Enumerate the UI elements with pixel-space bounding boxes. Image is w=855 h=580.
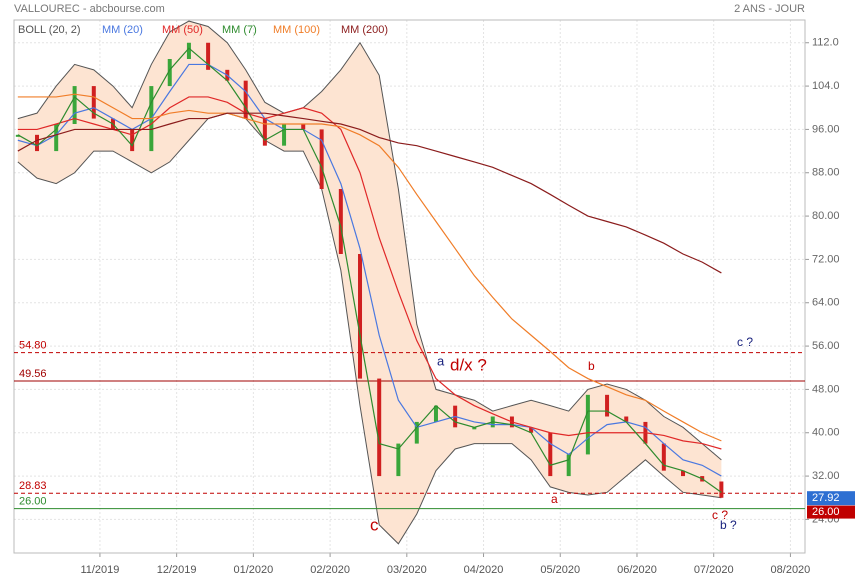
candle [414,421,419,444]
y-tick-label: 64.00 [812,297,840,309]
legend-item: MM (20) [102,24,143,36]
candle [15,134,20,137]
candle [130,129,135,152]
level-label: 49.56 [19,368,47,380]
annotation: c ? [712,508,728,522]
candle [54,124,59,152]
y-tick-label: 80.00 [812,210,840,222]
candle [206,42,211,70]
candle [72,86,77,124]
y-tick-label: 112.0 [812,37,839,49]
candle [719,481,724,498]
plot-frame [13,19,806,554]
level-label: 26.00 [19,495,47,507]
legend-item: MM (100) [273,24,320,36]
annotation: b [588,359,595,373]
candle [529,427,534,433]
y-tick-label: 56.00 [812,340,840,352]
annotation: b ? [720,518,737,532]
chart-title: VALLOUREC - abcbourse.com [14,3,165,15]
candle [319,129,324,189]
y-tick-label: 72.00 [812,253,840,265]
ma-line [17,112,722,274]
candle [301,124,306,130]
y-tick-label: 48.00 [812,383,840,395]
candle [262,118,267,146]
level-box-label: 26.00 [812,506,840,518]
candle [282,124,287,146]
ma-line [17,93,722,442]
annotation: d/x ? [450,355,487,374]
ma-line [17,47,722,493]
y-tick-label: 40.00 [812,427,840,439]
candle [624,416,629,422]
candle [91,86,96,119]
candle [358,254,363,379]
legend-item: MM (7) [222,24,257,36]
candle [167,59,172,87]
candle [186,42,191,59]
legend-item: MM (200) [341,24,388,36]
candle [472,427,477,430]
y-tick-label: 32.00 [812,470,840,482]
x-tick-label: 04/2020 [464,564,504,576]
y-tick-label: 96.00 [812,123,840,135]
ma-line [17,63,722,477]
candle [396,443,401,477]
candle [377,378,382,477]
level-label: 28.83 [19,480,47,492]
x-tick-label: 12/2019 [157,564,197,576]
candle [681,470,686,477]
level-label: 54.80 [19,339,47,351]
bollinger-area [17,21,722,544]
annotation: c ? [737,335,753,349]
candle [585,394,590,455]
candle [566,454,571,477]
period-label: 2 ANS - JOUR [734,3,805,15]
x-tick-label: 03/2020 [387,564,427,576]
x-tick-label: 07/2020 [694,564,734,576]
x-tick-label: 05/2020 [540,564,580,576]
level-box [807,505,855,519]
x-tick-label: 11/2019 [80,564,119,576]
candle [605,394,610,417]
y-tick-label: 88.00 [812,167,840,179]
candle [661,443,666,471]
annotation: c [370,515,379,534]
annotation: a [551,492,558,506]
candle [433,405,438,422]
candle [548,432,553,477]
legend-item: BOLL (20, 2) [18,24,81,36]
x-tick-label: 06/2020 [617,564,657,576]
candle [35,134,40,152]
annotation: a [437,353,445,368]
legend-item: MM (50) [162,24,203,36]
ma-line [17,96,722,450]
x-tick-label: 02/2020 [310,564,350,576]
last-price-label: 27.92 [812,492,840,504]
candle [243,80,248,119]
x-tick-label: 08/2020 [771,564,811,576]
last-price-box [807,491,855,506]
y-tick-label: 104.0 [812,80,840,92]
x-tick-label: 01/2020 [233,564,273,576]
candle [338,189,343,254]
